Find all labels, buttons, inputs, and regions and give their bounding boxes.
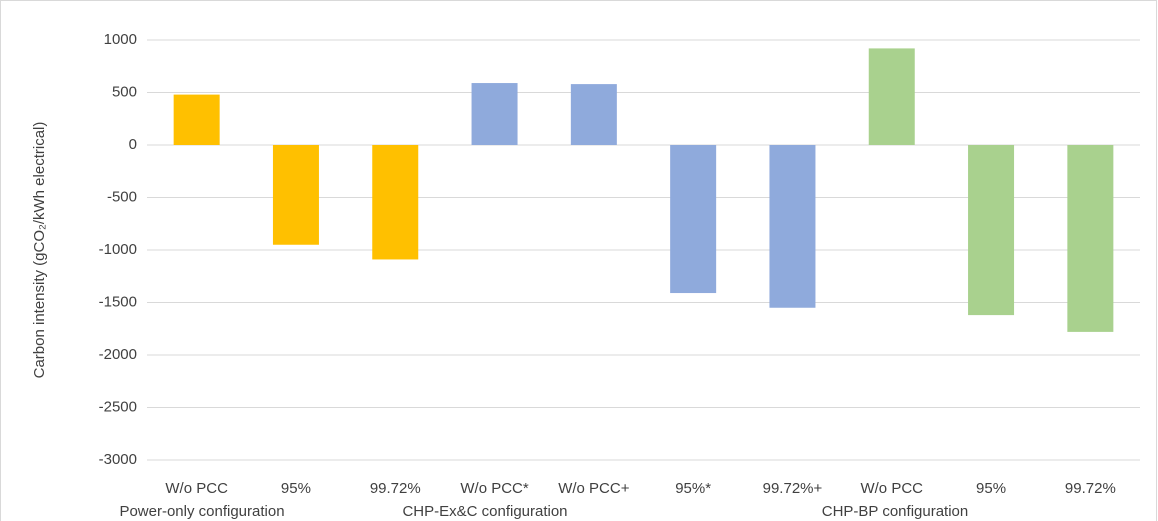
y-tick-label: 0 (129, 136, 137, 153)
x-tick-label: 95% (281, 480, 311, 497)
y-tick-label: -2000 (99, 346, 137, 363)
x-tick-label: 99.72%+ (763, 480, 823, 497)
x-tick-label: W/o PCC* (460, 480, 529, 497)
x-tick-label: W/o PCC (165, 480, 228, 497)
x-tick-label: 95%* (675, 480, 711, 497)
bar (769, 145, 816, 308)
x-tick-label: W/o PCC (860, 480, 923, 497)
x-tick-label: W/o PCC+ (558, 480, 630, 497)
bar (173, 94, 220, 145)
group-label: CHP-Ex&C configuration (402, 503, 567, 520)
bar (1067, 145, 1114, 332)
y-tick-label: -3000 (99, 451, 137, 468)
y-tick-label: 500 (112, 83, 137, 100)
bar (670, 145, 717, 294)
y-tick-label: 1000 (104, 31, 137, 48)
bar (272, 145, 319, 245)
x-tick-label: 95% (976, 480, 1006, 497)
bar (968, 145, 1015, 316)
y-axis-label: Carbon intensity (gCO₂/kWh electrical) (31, 122, 48, 379)
y-tick-label: -2500 (99, 398, 137, 415)
x-tick-label: 99.72% (370, 480, 421, 497)
group-label: CHP-BP configuration (822, 503, 968, 520)
bar (868, 48, 915, 145)
x-tick-label: 99.72% (1065, 480, 1116, 497)
y-tick-label: -1500 (99, 293, 137, 310)
group-label: Power-only configuration (119, 503, 284, 520)
bar (471, 83, 518, 145)
y-tick-label: -1000 (99, 241, 137, 258)
bar (372, 145, 419, 260)
y-tick-label: -500 (107, 188, 137, 205)
bar (570, 84, 617, 145)
